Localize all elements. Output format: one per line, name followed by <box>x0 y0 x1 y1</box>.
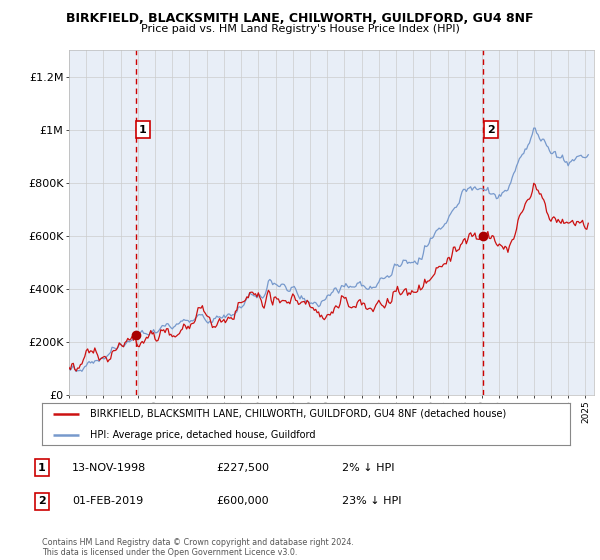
Text: Price paid vs. HM Land Registry's House Price Index (HPI): Price paid vs. HM Land Registry's House … <box>140 24 460 34</box>
Text: 2: 2 <box>38 496 46 506</box>
Text: £600,000: £600,000 <box>216 496 269 506</box>
Text: 23% ↓ HPI: 23% ↓ HPI <box>342 496 401 506</box>
Text: 2% ↓ HPI: 2% ↓ HPI <box>342 463 395 473</box>
Text: BIRKFIELD, BLACKSMITH LANE, CHILWORTH, GUILDFORD, GU4 8NF (detached house): BIRKFIELD, BLACKSMITH LANE, CHILWORTH, G… <box>89 409 506 419</box>
Text: 01-FEB-2019: 01-FEB-2019 <box>72 496 143 506</box>
Text: 1: 1 <box>139 125 147 134</box>
Text: BIRKFIELD, BLACKSMITH LANE, CHILWORTH, GUILDFORD, GU4 8NF: BIRKFIELD, BLACKSMITH LANE, CHILWORTH, G… <box>66 12 534 25</box>
Text: 13-NOV-1998: 13-NOV-1998 <box>72 463 146 473</box>
Text: HPI: Average price, detached house, Guildford: HPI: Average price, detached house, Guil… <box>89 430 315 440</box>
Text: 2: 2 <box>487 125 494 134</box>
Text: 1: 1 <box>38 463 46 473</box>
Text: Contains HM Land Registry data © Crown copyright and database right 2024.
This d: Contains HM Land Registry data © Crown c… <box>42 538 354 557</box>
Text: £227,500: £227,500 <box>216 463 269 473</box>
